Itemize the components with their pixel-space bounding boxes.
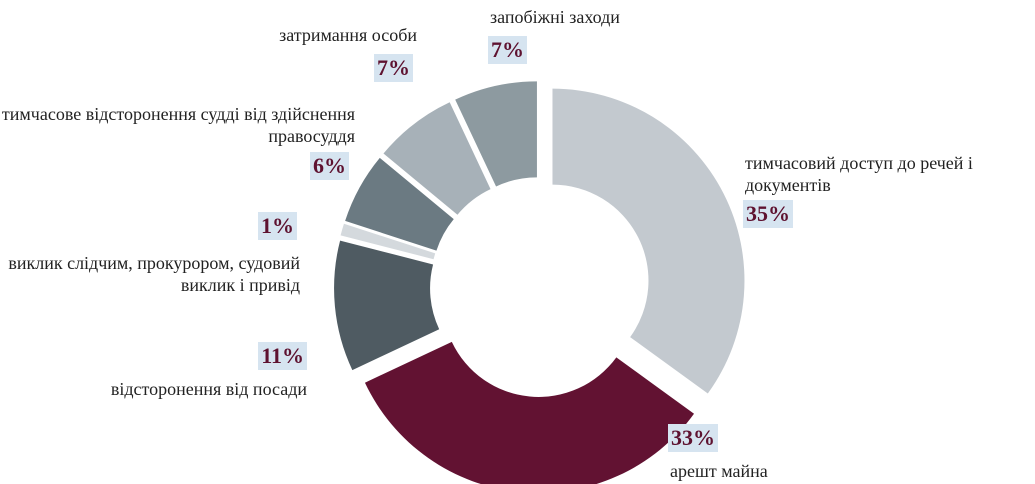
percent-label: 6% xyxy=(310,152,349,180)
donut-slice xyxy=(334,240,440,371)
percent-label: 1% xyxy=(258,212,297,240)
category-label: відсторонення від посади xyxy=(110,379,307,399)
category-label: запобіжні заходи xyxy=(490,7,620,27)
donut-slice xyxy=(552,88,745,394)
percent-label: 11% xyxy=(258,342,307,370)
percent-label: 33% xyxy=(668,424,718,452)
donut-slice xyxy=(383,102,491,215)
category-label: виклик слідчим, прокурором, судовий викл… xyxy=(8,253,300,295)
percent-label: 35% xyxy=(743,200,793,228)
percent-label: 7% xyxy=(374,54,413,82)
donut-slice xyxy=(345,157,454,251)
category-label: тимчасовий доступ до речей і документів xyxy=(745,153,973,195)
donut-slice xyxy=(455,81,537,187)
donut-slice xyxy=(364,341,695,484)
category-label: затримання особи xyxy=(279,25,417,45)
category-label: арешт майна xyxy=(670,461,768,481)
donut-slice xyxy=(340,223,436,260)
category-label: тимчасове відсторонення судді від здійсн… xyxy=(1,104,355,146)
percent-label: 7% xyxy=(488,36,527,64)
